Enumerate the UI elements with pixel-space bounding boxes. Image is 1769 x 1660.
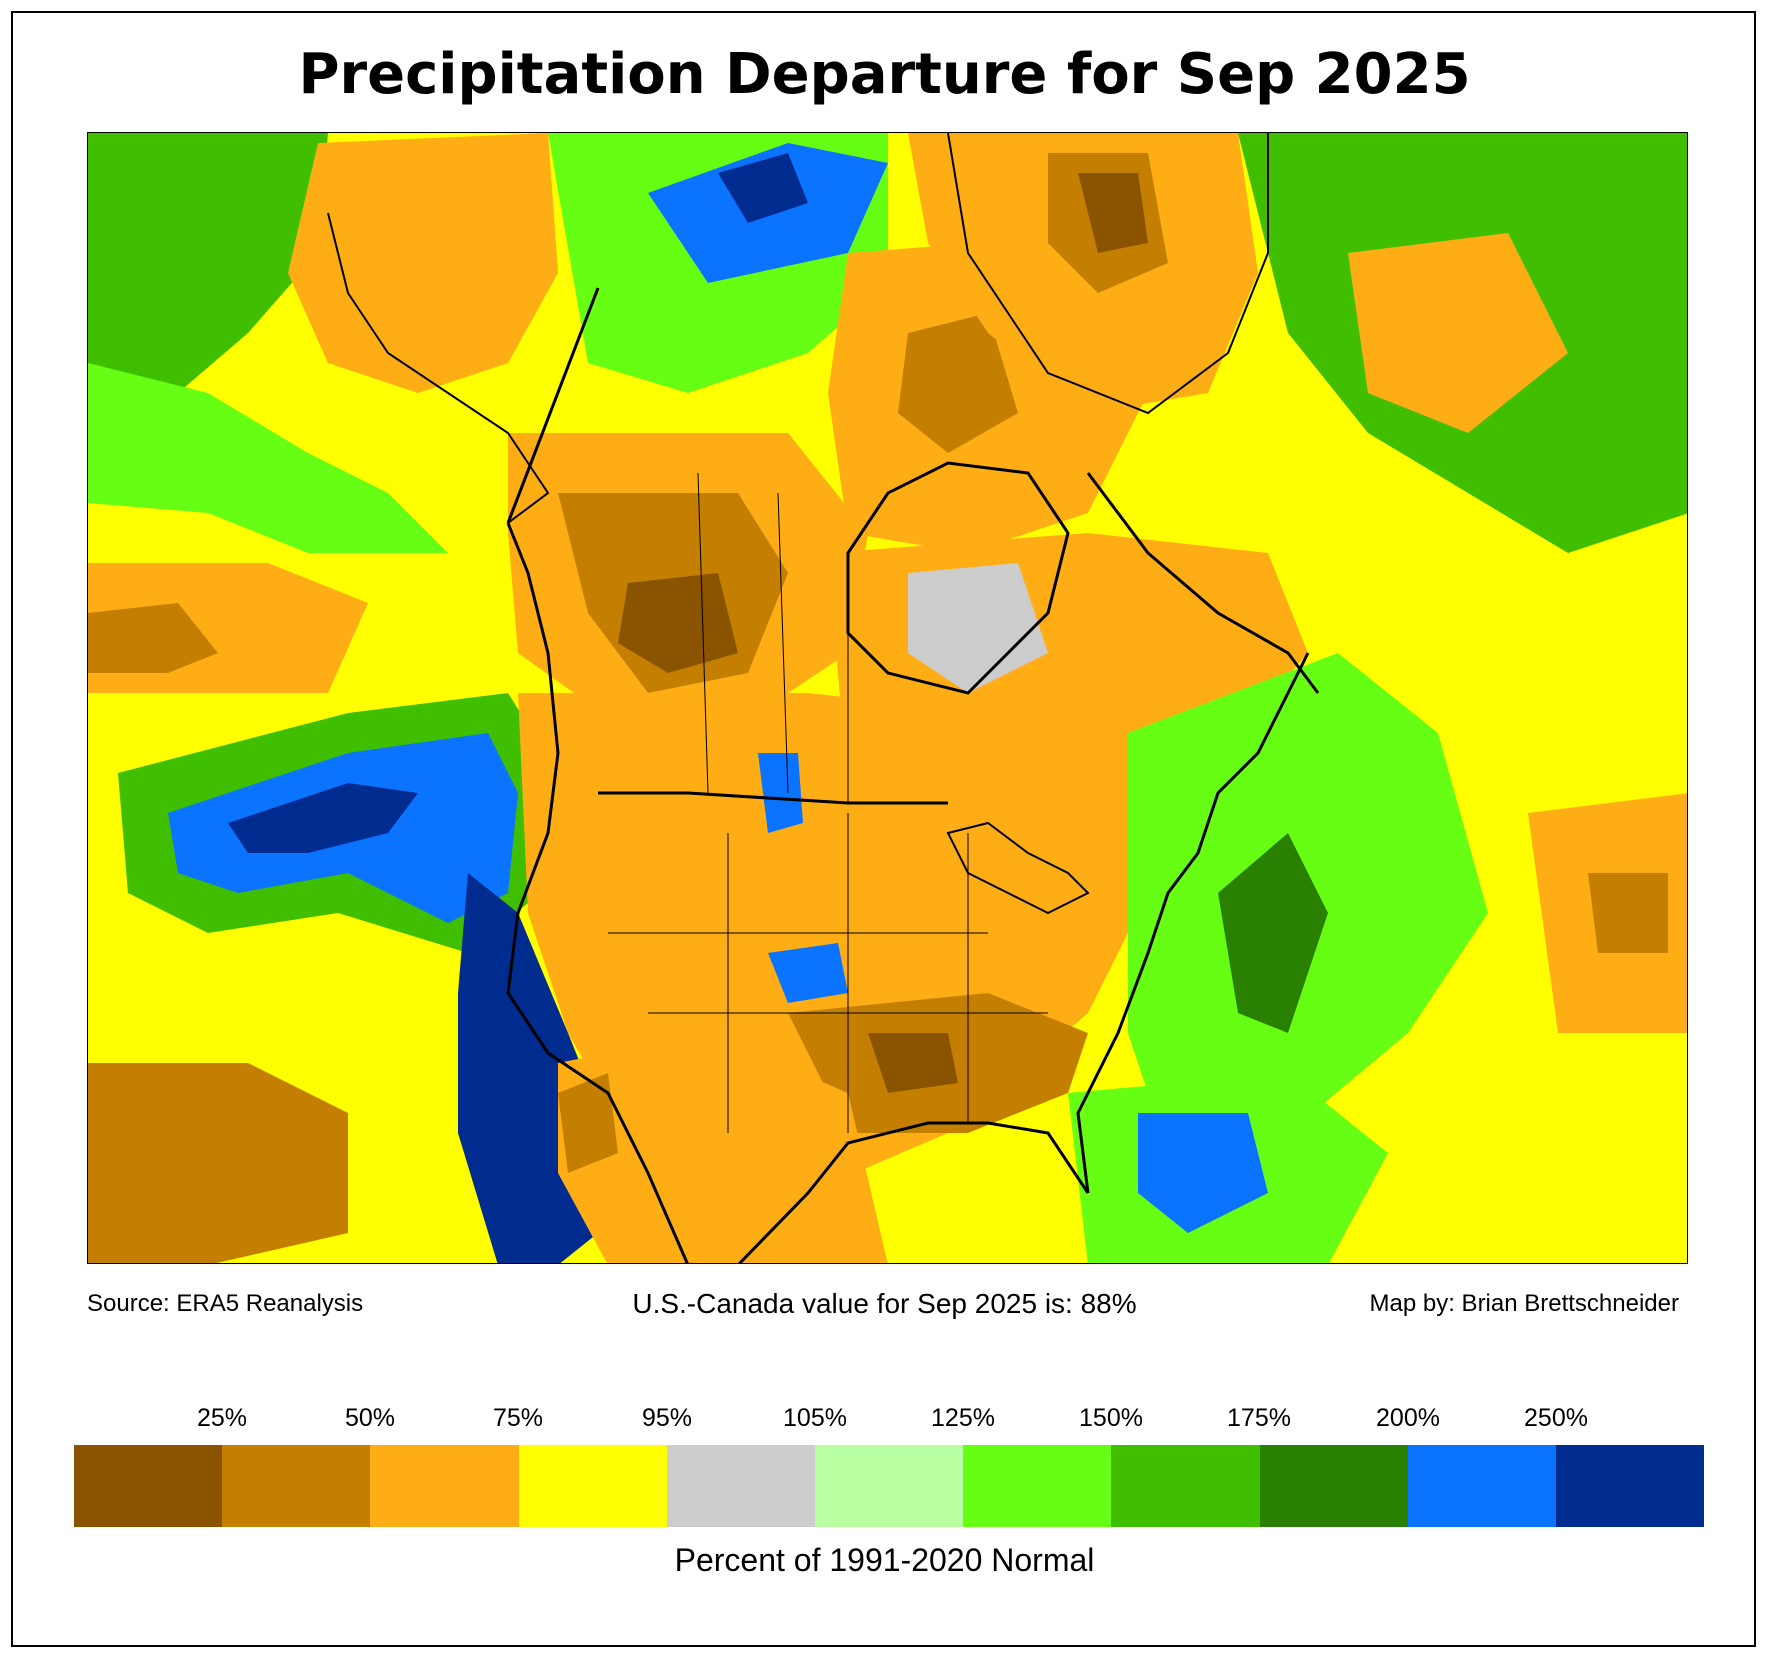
boundaries <box>327 133 1320 1263</box>
legend-swatch <box>370 1445 519 1527</box>
legend-swatch <box>518 1445 667 1527</box>
legend-tick-label: 125% <box>931 1404 995 1432</box>
summary-value: U.S.-Canada value for Sep 2025 is: 88% <box>632 1288 1137 1319</box>
labrador-coast <box>1086 472 1320 694</box>
mexico-dry <box>558 1033 888 1263</box>
mexico-dry-core <box>558 1073 618 1173</box>
legend-swatch <box>1111 1445 1260 1527</box>
west-coast <box>506 522 689 1263</box>
caribbean-wet-core <box>1138 1113 1268 1233</box>
legend-unit-label: Percent of 1991-2020 Normal <box>674 1542 1095 1578</box>
prairies-dry-center <box>618 573 738 673</box>
pacific-wet-band-core <box>228 783 418 853</box>
quebec-near-normal <box>908 563 1048 693</box>
gulf-coast <box>737 1121 1090 1263</box>
legend-tick-labels: 25% 50% 75% 95% 105% 125% 150% 175% 200%… <box>0 1404 1769 1444</box>
subtropical-pacific-dry-core <box>88 1063 348 1263</box>
legend-tick-label: 175% <box>1227 1404 1291 1432</box>
canada-province-line-2 <box>777 492 789 794</box>
aleutian-wet-zone <box>88 363 448 553</box>
hudson-bay-dry-core <box>898 313 1018 453</box>
western-atlantic-wet-core <box>1218 833 1328 1033</box>
legend-tick-label: 95% <box>641 1404 693 1432</box>
legend-swatch <box>963 1445 1112 1527</box>
precipitation-map <box>87 132 1688 1264</box>
source-note: Source: ERA5 Reanalysis <box>87 1290 364 1317</box>
canada-province-line-1 <box>697 472 709 794</box>
legend-tick-label: 50% <box>344 1404 396 1432</box>
far-east-atlantic-dry-center <box>1588 873 1668 953</box>
map-credit: Map by: Brian Brettschneider <box>1369 1290 1679 1317</box>
legend-colorbar <box>74 1445 1705 1527</box>
us-south-dry-center <box>868 1033 958 1093</box>
legend-swatch <box>1555 1445 1705 1527</box>
greenland-dry-center <box>1078 173 1148 253</box>
legend-swatch <box>1259 1445 1408 1527</box>
legend-tick-label: 105% <box>783 1404 847 1432</box>
alaska-coast <box>327 212 550 524</box>
arctic-islands-wet-center <box>718 153 808 223</box>
great-lakes-outline <box>946 821 1090 915</box>
east-coast <box>1076 652 1310 1194</box>
legend-swatch <box>666 1445 815 1527</box>
ne-pacific-dry-core <box>88 603 218 673</box>
greenland-coast <box>947 133 1269 415</box>
far-east-atlantic-dry <box>1368 593 1687 1263</box>
legend-swatch <box>222 1445 371 1527</box>
bering-wet-zone <box>88 133 328 433</box>
map-title: Precipitation Departure for Sep 2025 <box>298 42 1471 107</box>
alaska-dry <box>288 133 558 393</box>
north-atlantic-dry-patch <box>1348 233 1568 433</box>
legend-swatch <box>74 1445 223 1527</box>
plains-wet-pocket <box>768 943 848 1003</box>
legend-swatch <box>1407 1445 1556 1527</box>
hudson-bay-coast <box>846 461 1070 695</box>
legend-tick-label: 75% <box>492 1404 544 1432</box>
legend-tick-label: 200% <box>1376 1404 1440 1432</box>
us-canada-border <box>598 791 948 805</box>
figure-frame <box>11 11 1756 1647</box>
alaska-canada-border <box>506 287 600 524</box>
legend-tick-label: 150% <box>1079 1404 1143 1432</box>
legend-tick-label: 25% <box>196 1404 248 1432</box>
legend-swatch <box>814 1445 964 1527</box>
dakotas-wet-pocket <box>758 753 803 833</box>
legend-tick-label: 250% <box>1524 1404 1588 1432</box>
